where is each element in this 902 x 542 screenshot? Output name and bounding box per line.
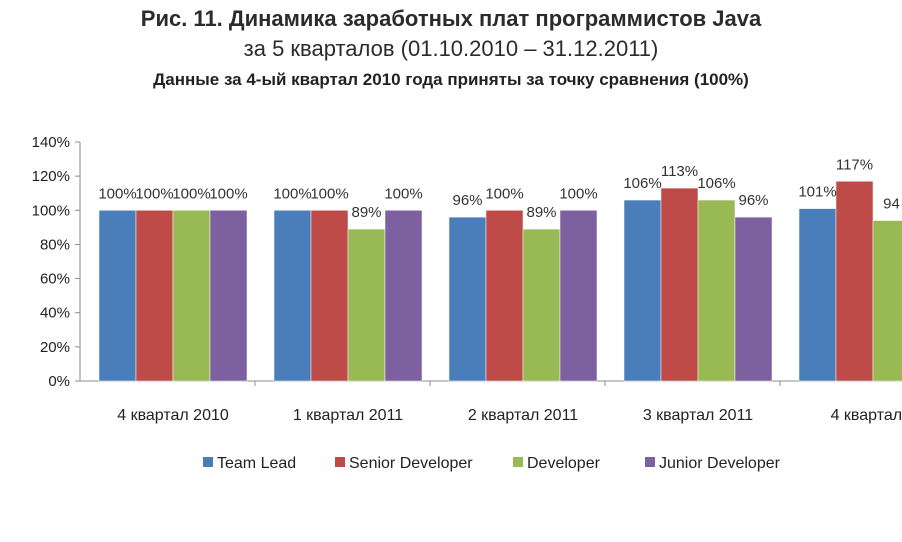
data-label: 100% xyxy=(273,185,311,202)
legend-swatch xyxy=(513,457,523,467)
data-label: 94 xyxy=(883,196,900,213)
bar xyxy=(384,210,423,382)
data-label: 101% xyxy=(798,184,836,201)
data-label: 96% xyxy=(452,192,482,209)
y-tick-label: 20% xyxy=(40,339,70,356)
data-label: 100% xyxy=(384,185,422,202)
data-label: 100% xyxy=(98,185,136,202)
y-tick-label: 60% xyxy=(40,271,70,288)
data-label: 106% xyxy=(697,175,735,192)
chart-title-line2: за 5 кварталов (01.10.2010 – 31.12.2011) xyxy=(243,36,659,61)
bar xyxy=(98,210,137,382)
y-tick-label: 100% xyxy=(32,202,70,219)
bar xyxy=(734,216,773,382)
data-label: 113% xyxy=(661,163,698,180)
y-tick-label: 80% xyxy=(40,236,70,253)
x-tick-label: 1 квартал 2011 xyxy=(293,407,403,424)
data-label: 117% xyxy=(836,156,873,173)
y-tick-label: 40% xyxy=(40,305,70,322)
data-label: 100% xyxy=(310,185,348,202)
bar xyxy=(448,216,487,382)
chart-title: Рис. 11. Динамика заработных плат програ… xyxy=(140,6,762,31)
bar xyxy=(660,187,699,382)
legend-label: Junior Developer xyxy=(659,455,781,472)
data-label: 100% xyxy=(135,185,173,202)
data-label: 89% xyxy=(526,204,556,221)
bar xyxy=(697,199,736,382)
bar xyxy=(172,210,211,382)
x-tick-label: 3 квартал 2011 xyxy=(643,407,753,424)
legend-label: Senior Developer xyxy=(349,455,473,472)
legend-swatch xyxy=(203,457,213,467)
data-label: 100% xyxy=(559,185,597,202)
bar xyxy=(559,210,598,382)
data-labels: 100% 100% 96%106%101%100% 100% 100%113% 117%1… xyxy=(98,156,900,221)
bars xyxy=(98,181,902,382)
x-tick-label: 4 квартал 2 xyxy=(831,407,902,424)
bar xyxy=(623,199,662,382)
x-tick-label: 2 квартал 2011 xyxy=(468,407,578,424)
y-tick-label: 140% xyxy=(32,134,70,151)
bar xyxy=(209,210,248,382)
bar xyxy=(835,181,874,382)
bar xyxy=(485,210,524,382)
data-label: 100% xyxy=(172,185,210,202)
legend-swatch xyxy=(335,457,345,467)
bar xyxy=(872,220,902,382)
data-label: 106% xyxy=(623,175,661,192)
legend-label: Team Lead xyxy=(217,455,296,472)
axes: 0% 20% 40% 60% 80% 100% 120% 140% 4 квартал 2010… xyxy=(32,134,902,424)
bar xyxy=(798,208,837,382)
chart-subtitle: Данные за 4-ый квартал 2010 года приняты… xyxy=(153,70,749,89)
data-label: 89% xyxy=(351,204,381,221)
legend: Team Lead Senior Developer Developer Junior… xyxy=(203,455,781,472)
legend-label: Developer xyxy=(527,455,601,472)
data-label: 100% xyxy=(209,185,247,202)
data-label: 100% xyxy=(485,185,523,202)
bar xyxy=(135,210,174,382)
y-tick-label: 0% xyxy=(48,373,70,390)
y-tick-label: 120% xyxy=(32,168,70,185)
bar xyxy=(273,210,312,382)
legend-swatch xyxy=(645,457,655,467)
bar xyxy=(347,228,386,382)
bar xyxy=(522,228,561,382)
x-tick-label: 4 квартал 2010 xyxy=(117,407,229,424)
data-label: 96% xyxy=(738,192,768,209)
bar xyxy=(310,210,349,382)
